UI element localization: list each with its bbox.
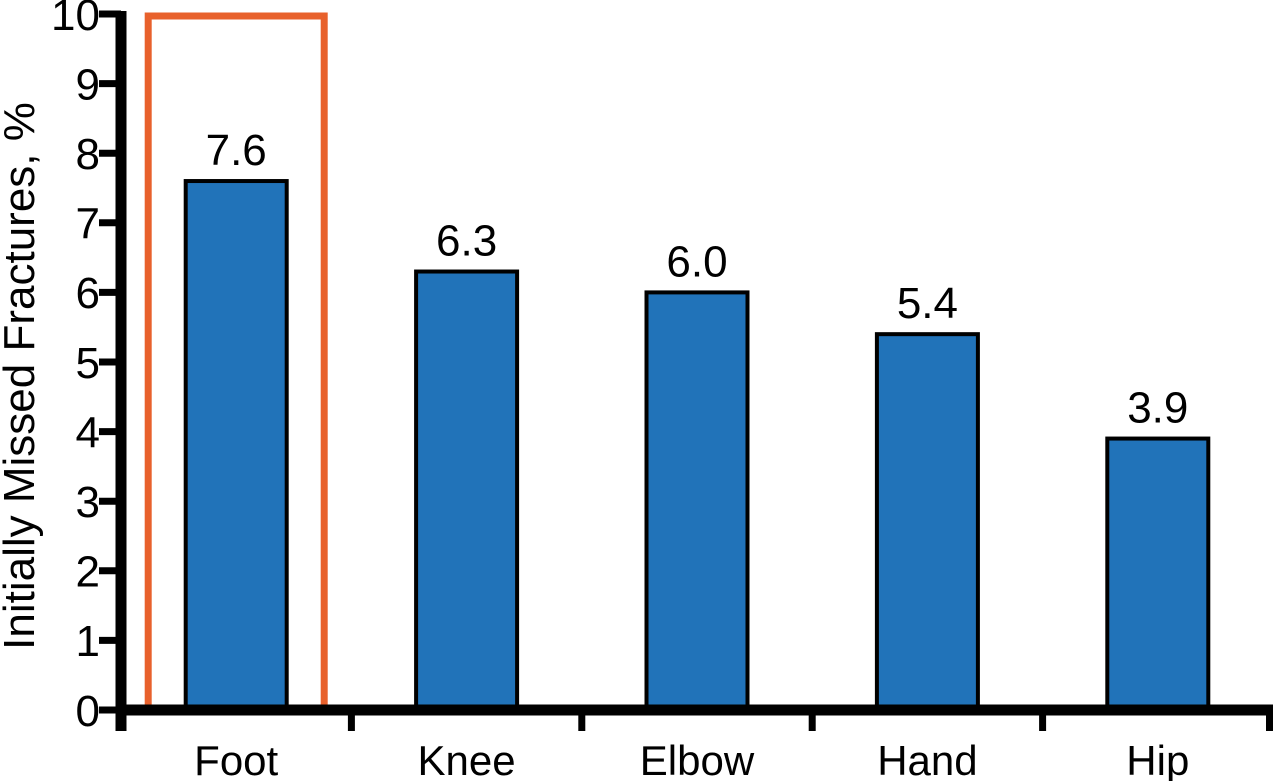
y-tick-label: 6 xyxy=(76,269,100,318)
y-tick-label: 2 xyxy=(76,548,100,597)
bar-foot xyxy=(183,179,289,713)
bar-hip xyxy=(1105,436,1211,712)
y-tick-label: 10 xyxy=(51,0,100,40)
category-label-hand: Hand xyxy=(877,737,977,781)
y-tick-label: 3 xyxy=(76,478,100,527)
y-tick-label: 9 xyxy=(76,60,100,109)
bar-value-label: 7.6 xyxy=(206,126,267,175)
bar-hand xyxy=(874,332,980,712)
bar-value-label: 6.0 xyxy=(666,237,727,286)
y-tick-label: 0 xyxy=(76,687,100,736)
bar-knee xyxy=(414,269,520,712)
bar-value-label: 5.4 xyxy=(897,279,958,328)
y-tick-label: 7 xyxy=(76,200,100,249)
category-label-hip: Hip xyxy=(1126,737,1189,781)
y-tick-label: 4 xyxy=(76,408,100,457)
category-label-knee: Knee xyxy=(418,737,516,781)
y-tick-label: 8 xyxy=(76,130,100,179)
bar-value-label: 6.3 xyxy=(436,217,497,266)
bar-elbow xyxy=(644,290,750,712)
category-label-elbow: Elbow xyxy=(640,737,755,781)
y-axis-title: Initially Missed Fractures, % xyxy=(0,102,44,650)
y-tick-label: 1 xyxy=(76,617,100,666)
y-tick-label: 5 xyxy=(76,339,100,388)
bar-value-label: 3.9 xyxy=(1127,384,1188,433)
category-label-foot: Foot xyxy=(194,737,278,781)
